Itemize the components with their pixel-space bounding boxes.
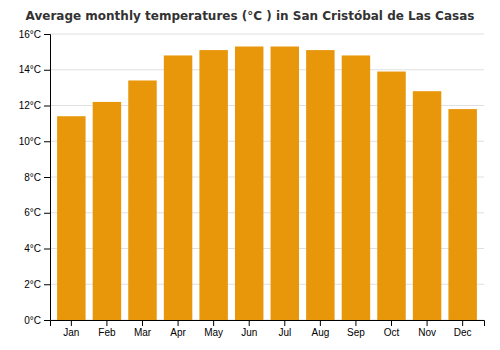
x-tick-label: May (204, 327, 223, 338)
x-tick: May (204, 320, 223, 338)
bar (164, 55, 192, 320)
y-tick-mark (44, 284, 50, 285)
x-axis: Jan Feb Mar Apr May Jun Jul Aug Sep Oct Nov Dec (51, 320, 485, 338)
x-tick-mark (106, 320, 107, 326)
y-tick-label: 8°C (24, 172, 41, 183)
x-tick: Aug (311, 320, 329, 338)
x-tick-label: Oct (384, 327, 400, 338)
x-tick-label: Nov (418, 327, 436, 338)
x-tick-mark (71, 320, 72, 326)
bar (57, 116, 85, 320)
x-tick-label: Sep (347, 327, 365, 338)
y-tick-mark (44, 249, 50, 250)
y-tick-label: 6°C (24, 207, 41, 218)
bar (448, 109, 476, 320)
bar (271, 47, 299, 320)
y-tick: 14°C (19, 64, 50, 75)
y-tick-label: 0°C (24, 315, 41, 326)
x-tick: Jan (63, 320, 79, 338)
y-tick-mark (44, 141, 50, 142)
y-tick-mark (44, 34, 50, 35)
x-tick-label: Jan (63, 327, 79, 338)
y-axis: 0°C 2°C 4°C 6°C 8°C 10°C 12°C 14°C 16°C (19, 29, 51, 326)
bars (57, 47, 477, 320)
x-tick: Feb (98, 320, 116, 338)
bar (235, 47, 263, 320)
bar (342, 55, 370, 320)
title: Average monthly temperatures (°C ) in Sa… (26, 9, 475, 23)
plot: 0°C 2°C 4°C 6°C 8°C 10°C 12°C 14°C 16°C Jan Feb Mar… (19, 29, 485, 338)
y-tick-mark (44, 177, 50, 178)
chart: 0°C 2°C 4°C 6°C 8°C 10°C 12°C 14°C 16°C Jan Feb Mar… (0, 0, 500, 350)
x-tick-label: Aug (311, 327, 329, 338)
x-tick-mark (391, 320, 392, 326)
y-tick: 12°C (19, 100, 50, 111)
y-tick-label: 12°C (19, 100, 41, 111)
bar (413, 91, 441, 320)
grid-line (50, 34, 484, 35)
y-tick: 8°C (24, 172, 50, 183)
x-tick-mark (249, 320, 250, 326)
x-tick-mark (462, 320, 463, 326)
y-tick-label: 10°C (19, 136, 41, 147)
y-tick-label: 16°C (19, 29, 41, 40)
x-tick: Jul (278, 320, 291, 338)
x-tick: Sep (347, 320, 365, 338)
y-tick: 16°C (19, 29, 50, 40)
y-tick-label: 14°C (19, 64, 41, 75)
y-tick: 10°C (19, 136, 50, 147)
y-tick-mark (44, 70, 50, 71)
x-tick-label: Jul (278, 327, 291, 338)
y-tick-mark (44, 213, 50, 214)
y-tick-mark (44, 106, 50, 107)
y-tick-label: 4°C (24, 243, 41, 254)
x-tick: Apr (170, 320, 186, 338)
bar (377, 72, 405, 320)
x-tick-label: Dec (454, 327, 472, 338)
x-tick-label: Jun (241, 327, 257, 338)
x-axis-line (51, 321, 485, 327)
y-tick-mark (44, 320, 50, 321)
y-tick-label: 2°C (24, 279, 41, 290)
x-tick: Dec (454, 320, 472, 338)
x-tick-mark (320, 320, 321, 326)
x-tick: Oct (384, 320, 400, 338)
x-tick: Nov (418, 320, 436, 338)
bar (93, 102, 121, 320)
x-tick-label: Apr (170, 327, 186, 338)
x-tick-label: Feb (98, 327, 116, 338)
grid (50, 34, 484, 320)
x-tick-mark (355, 320, 356, 326)
bar (199, 50, 227, 320)
y-tick: 0°C (24, 315, 50, 326)
x-tick-mark (178, 320, 179, 326)
x-tick-mark (142, 320, 143, 326)
bar (128, 80, 156, 320)
x-tick-label: Mar (134, 327, 152, 338)
y-tick: 4°C (24, 243, 50, 254)
x-tick: Jun (241, 320, 257, 338)
y-tick: 2°C (24, 279, 50, 290)
x-tick-mark (427, 320, 428, 326)
x-tick: Mar (134, 320, 152, 338)
y-tick: 6°C (24, 207, 50, 218)
grid-line (50, 69, 484, 70)
x-tick-mark (213, 320, 214, 326)
x-tick-mark (284, 320, 285, 326)
bar (306, 50, 334, 320)
y-axis-line (44, 35, 51, 321)
